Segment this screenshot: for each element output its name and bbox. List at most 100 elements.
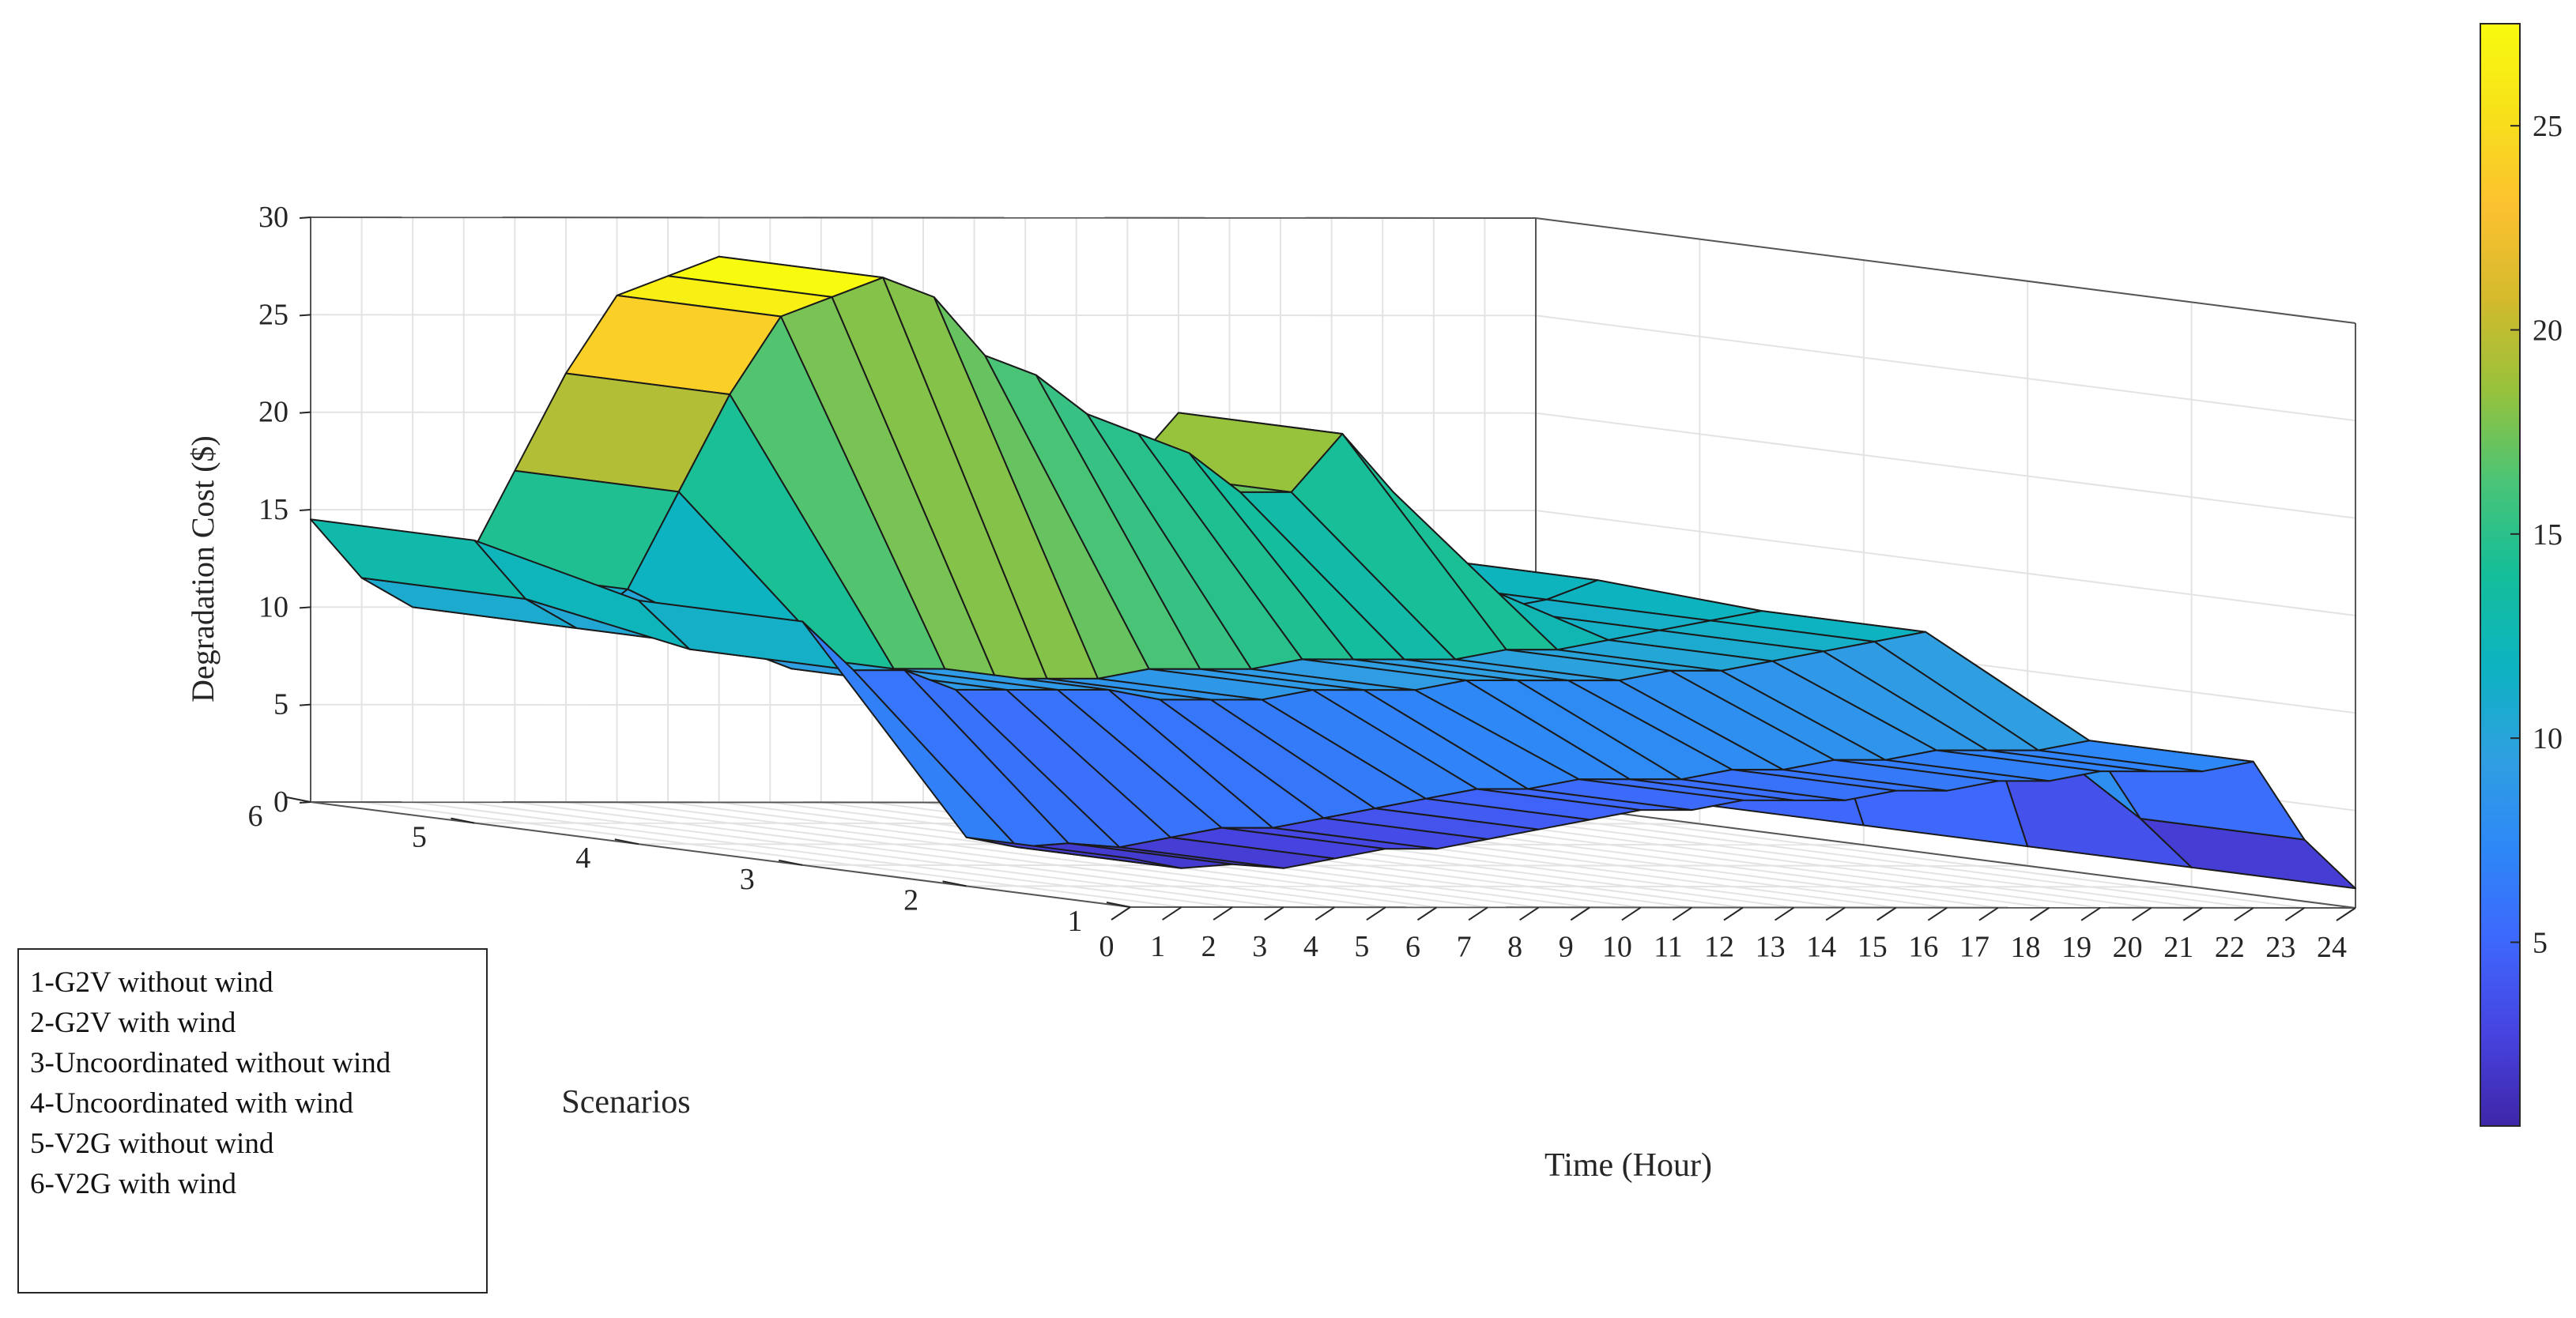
- time-tick-mark: [1162, 906, 1182, 921]
- z-tick-mark: [299, 703, 311, 706]
- legend-item-5: 5-V2G without wind: [30, 1128, 274, 1160]
- time-tick-label: 7: [1457, 930, 1472, 963]
- floor-grid-time: [565, 801, 1386, 909]
- scenario-tick-label: 5: [412, 821, 427, 854]
- y-axis-label: Scenarios: [561, 1084, 690, 1120]
- z-tick-label: 0: [273, 785, 289, 819]
- scenario-tick-label: 3: [740, 863, 755, 896]
- time-tick-mark: [2029, 906, 2050, 921]
- time-tick-label: 15: [1858, 931, 1888, 964]
- scenario-tick-label: 2: [903, 883, 918, 917]
- axis-box-edge: [1535, 802, 2356, 909]
- time-tick-label: 8: [1507, 930, 1522, 963]
- scenario-tick-mark: [1106, 902, 1131, 908]
- z-tick-mark: [299, 314, 311, 317]
- time-tick-label: 18: [2011, 931, 2041, 964]
- time-tick-mark: [1825, 906, 1846, 921]
- scenario-tick-label: 1: [1068, 905, 1083, 938]
- colorbar-tick-label: 20: [2533, 314, 2563, 348]
- time-tick-label: 5: [1354, 930, 1369, 963]
- z-axis-label: Degradation Cost ($): [185, 435, 221, 702]
- legend-item-4: 4-Uncoordinated with wind: [30, 1087, 353, 1120]
- time-tick-mark: [1927, 906, 1948, 921]
- time-tick-label: 12: [1704, 931, 1734, 964]
- axis-box-edge: [310, 217, 1537, 219]
- time-tick-mark: [1111, 906, 1131, 921]
- time-tick-label: 17: [1959, 931, 1990, 964]
- surface-patch: [965, 836, 1182, 869]
- floor-grid-time: [1484, 801, 2305, 909]
- time-tick-mark: [1519, 906, 1540, 921]
- scenario-tick-label: 6: [248, 800, 263, 833]
- colorbar-tick-label: 5: [2533, 927, 2548, 960]
- time-tick-label: 21: [2163, 931, 2193, 964]
- time-tick-mark: [1264, 906, 1284, 921]
- time-tick-label: 20: [2113, 931, 2143, 964]
- axis-box-edge: [310, 801, 1131, 908]
- colorbar-tick-label: 25: [2533, 110, 2563, 143]
- z-tick-label: 20: [258, 396, 289, 429]
- time-tick-label: 22: [2215, 931, 2245, 964]
- z-tick-mark: [299, 411, 311, 414]
- time-tick-mark: [2336, 907, 2356, 921]
- x-axis-label: Time (Hour): [1544, 1147, 1712, 1184]
- time-tick-label: 14: [1806, 931, 1836, 964]
- scenario-tick-mark: [779, 859, 803, 866]
- time-tick-mark: [1775, 906, 1795, 921]
- floor-grid-time: [515, 801, 1335, 909]
- time-tick-mark: [1621, 906, 1642, 921]
- colorbar: 5 10 15 20 25: [2480, 23, 2563, 1127]
- time-tick-mark: [2284, 907, 2305, 921]
- time-tick-mark: [2080, 906, 2101, 921]
- time-tick-label: 1: [1150, 930, 1165, 963]
- floor-grid-time: [463, 801, 1284, 909]
- time-tick-mark: [1213, 906, 1233, 921]
- time-tick-mark: [2234, 907, 2254, 921]
- time-tick-mark: [1416, 906, 1438, 921]
- time-tick-label: 19: [2061, 931, 2091, 964]
- scenario-tick-label: 4: [575, 842, 590, 875]
- time-tick-mark: [1314, 906, 1335, 921]
- time-tick-mark: [1876, 906, 1897, 921]
- colorbar-tick-label: 15: [2533, 518, 2563, 552]
- time-tick-mark: [2182, 907, 2203, 921]
- time-tick-label: 10: [1602, 930, 1632, 963]
- z-tick-mark: [299, 217, 311, 219]
- time-tick-mark: [1570, 906, 1590, 921]
- time-tick-label: 9: [1559, 930, 1574, 963]
- time-tick-mark: [2132, 907, 2152, 921]
- time-tick-label: 3: [1252, 930, 1267, 963]
- scenario-legend: 1-G2V without wind 2-G2V with wind 3-Unc…: [17, 948, 488, 1294]
- floor-grid-time: [413, 801, 1233, 909]
- scenario-tick-mark: [614, 838, 639, 845]
- time-tick-label: 13: [1756, 931, 1786, 964]
- time-tick-label: 4: [1303, 930, 1318, 963]
- z-tick-label: 15: [258, 493, 289, 526]
- time-tick-label: 23: [2265, 931, 2295, 964]
- scenario-tick-mark: [286, 796, 311, 803]
- z-tick-mark: [299, 606, 311, 609]
- scenario-tick-mark: [451, 817, 475, 824]
- time-tick-mark: [1468, 906, 1488, 921]
- time-tick-label: 6: [1405, 930, 1420, 963]
- axis-box-edge: [1535, 217, 2356, 324]
- legend-item-1: 1-G2V without wind: [30, 966, 273, 999]
- surface-layer: [310, 255, 2356, 890]
- time-tick-mark: [1672, 906, 1692, 921]
- time-tick-label: 24: [2317, 931, 2347, 964]
- time-tick-label: 2: [1201, 930, 1216, 963]
- colorbar-tick-label: 10: [2533, 722, 2563, 755]
- legend-item-6: 6-V2G with wind: [30, 1168, 237, 1200]
- legend-item-3: 3-Uncoordinated without wind: [30, 1047, 391, 1079]
- time-tick-mark: [1723, 906, 1744, 921]
- z-tick-label: 25: [258, 298, 289, 331]
- floor-grid-time: [361, 801, 1182, 909]
- z-tick-label: 5: [273, 688, 289, 721]
- colorbar-gradient: [2480, 23, 2521, 1127]
- legend-item-2: 2-G2V with wind: [30, 1007, 236, 1039]
- time-tick-label: 11: [1654, 930, 1683, 963]
- time-tick-mark: [1978, 906, 1999, 921]
